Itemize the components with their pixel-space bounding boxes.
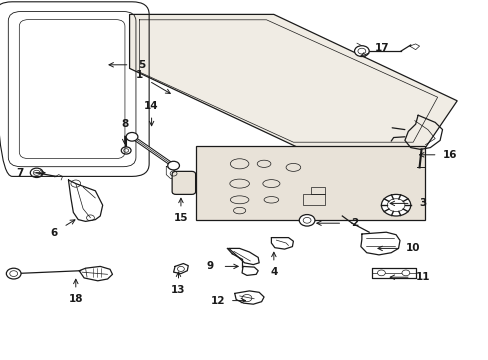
Text: 6: 6 xyxy=(50,228,58,238)
Text: 15: 15 xyxy=(173,213,188,223)
Text: 3: 3 xyxy=(419,198,426,208)
Circle shape xyxy=(126,132,138,141)
Text: 2: 2 xyxy=(350,218,357,228)
Bar xyxy=(303,194,325,205)
Circle shape xyxy=(377,270,385,276)
Circle shape xyxy=(6,268,21,279)
Circle shape xyxy=(401,270,409,276)
Text: 7: 7 xyxy=(16,168,23,178)
Circle shape xyxy=(354,46,368,57)
Text: 10: 10 xyxy=(405,243,420,253)
Bar xyxy=(310,187,325,194)
Text: 9: 9 xyxy=(206,261,213,271)
Circle shape xyxy=(299,215,314,226)
Text: 1: 1 xyxy=(136,70,143,80)
Polygon shape xyxy=(195,146,425,220)
FancyBboxPatch shape xyxy=(172,171,195,194)
Circle shape xyxy=(381,194,410,216)
Polygon shape xyxy=(129,14,456,148)
Text: 12: 12 xyxy=(210,296,224,306)
Text: 4: 4 xyxy=(269,267,277,277)
Text: 16: 16 xyxy=(442,150,456,160)
Text: 5: 5 xyxy=(138,60,145,70)
Text: 8: 8 xyxy=(121,119,128,129)
Circle shape xyxy=(386,199,404,212)
Text: 11: 11 xyxy=(415,272,429,282)
Text: 18: 18 xyxy=(68,294,83,304)
Text: 17: 17 xyxy=(374,43,389,53)
Text: 14: 14 xyxy=(144,101,159,111)
Text: 13: 13 xyxy=(171,285,185,295)
Circle shape xyxy=(167,161,179,170)
